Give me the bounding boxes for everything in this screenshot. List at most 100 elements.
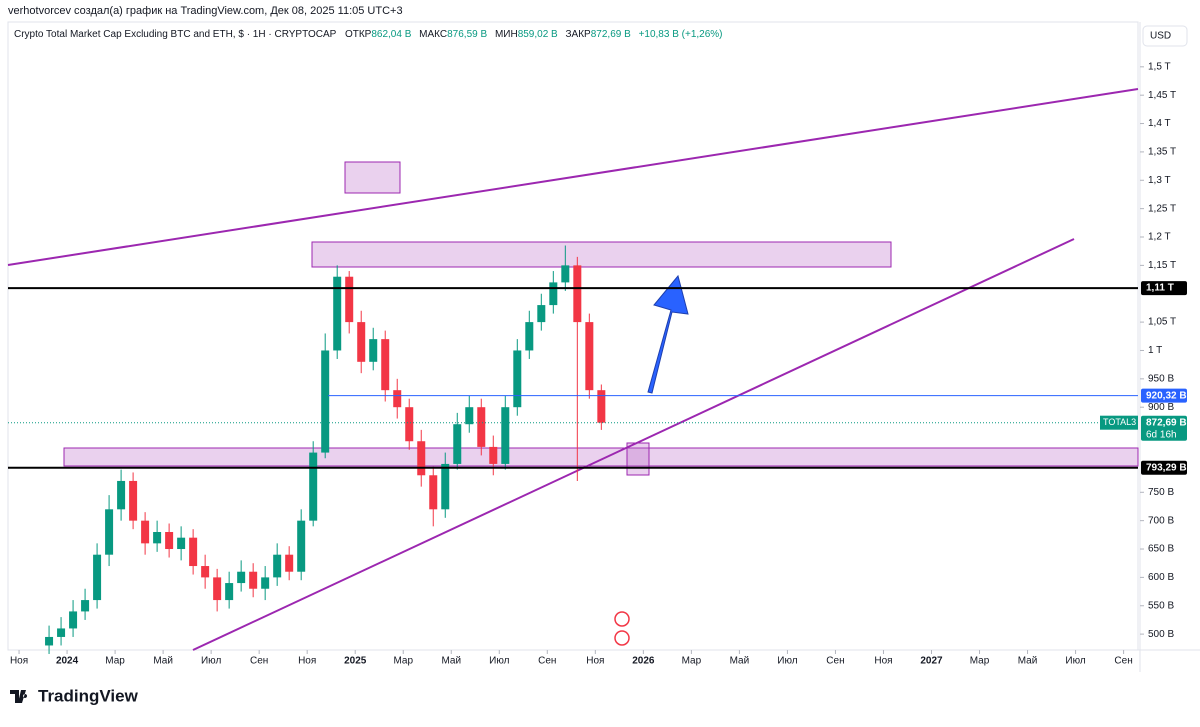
candle-body [309,452,318,521]
x-tick-label: Мар [682,656,702,667]
currency-label[interactable]: USD [1150,31,1171,42]
legend-change: +10,83 B (+1,26%) [639,29,723,40]
x-tick-label: 2027 [920,656,943,667]
candle-body [477,407,486,447]
candle-body [453,424,462,464]
candle-body [597,390,606,423]
x-tick-label: Июл [201,656,221,667]
candle-body [585,322,594,391]
candle-body [237,571,246,584]
x-tick-label: 2026 [632,656,655,667]
y-tick-label: 1,45 T [1148,90,1176,101]
candle-body [357,322,366,362]
trend-line [7,88,1139,266]
candle-body [381,339,390,391]
x-tick-label: Май [1018,656,1038,667]
y-tick-label: 1,35 T [1148,147,1176,158]
y-tick-label: 1,25 T [1148,203,1176,214]
x-tick-label: Мар [105,656,125,667]
x-tick-label: Ноя [586,656,604,667]
x-tick-label: Ноя [10,656,28,667]
countdown-label: 6d 16h [1146,429,1177,440]
legend-symbol: Crypto Total Market Cap Excluding BTC an… [14,29,337,40]
candle-body [465,407,474,425]
candle-body [369,339,378,362]
legend-value: 876,59 B [447,29,487,40]
y-tick-label: 650 B [1148,544,1174,555]
candle-body [321,350,330,453]
legend-value: 862,04 B [371,29,411,40]
x-tick-label: Июл [489,656,509,667]
candle-body [93,554,102,601]
event-icon[interactable] [614,630,630,646]
candle-body [561,265,570,283]
candle-body [537,305,546,323]
y-tick-label: 950 B [1148,373,1174,384]
author-line: verhotvorcev создал(а) график на Trading… [8,5,403,17]
x-tick-label: 2025 [344,656,367,667]
candle-body [501,407,510,464]
legend-label: ОТКР [345,29,372,40]
x-tick-label: Ноя [874,656,892,667]
candle-body [189,537,198,567]
candle-body [489,446,498,464]
candle-body [549,282,558,306]
trend-line [192,238,1075,651]
logo: TradingView [10,686,139,705]
x-tick-label: Сен [250,656,268,667]
candle-body [57,628,66,637]
symbol-box [1100,415,1138,430]
candle-body [333,276,342,351]
zone [626,442,650,476]
candle-body [201,566,210,578]
y-tick-label: 900 B [1148,402,1174,413]
level-label: 793,29 B [1146,462,1187,473]
x-tick-label: Ноя [298,656,316,667]
legend-label: ЗАКР [566,29,592,40]
legend-label: МИН [495,29,518,40]
logo-text: TradingView [38,686,139,705]
y-tick-label: 1 T [1148,345,1162,356]
y-tick-label: 500 B [1148,629,1174,640]
level-label-box [1141,460,1187,475]
x-tick-label: Май [730,656,750,667]
x-tick-label: Сен [826,656,844,667]
candle-body [285,554,294,572]
y-tick-label: 600 B [1148,572,1174,583]
level-label: 920,32 B [1146,390,1187,401]
candle-body [45,636,54,646]
currency-button[interactable] [1142,25,1188,47]
candle-body [249,571,258,589]
x-tick-label: Май [153,656,173,667]
y-tick-label: 1,3 T [1148,175,1171,186]
candle-body [177,537,186,550]
legend-value: 859,02 B [518,29,558,40]
y-tick-label: 1,4 T [1148,118,1171,129]
candle-body [429,475,438,510]
arrow [647,274,689,394]
x-tick-label: Июл [1065,656,1085,667]
candle-body [273,554,282,578]
candle-body [141,520,150,544]
candle-body [153,532,162,544]
candle-body [573,265,582,323]
y-tick-label: 1,15 T [1148,260,1176,271]
zone [311,241,892,268]
x-tick-label: Мар [970,656,990,667]
last-price-box [1141,415,1187,441]
candle-body [261,577,270,589]
legend: Crypto Total Market Cap Excluding BTC an… [14,29,723,40]
x-tick-label: Июл [777,656,797,667]
candle-body [513,350,522,408]
candle-body [345,276,354,323]
event-icon[interactable] [614,611,630,627]
candle-body [393,390,402,408]
x-tick-label: Май [441,656,461,667]
candle-body [105,509,114,555]
zone [344,161,401,194]
level-label: 1,11 T [1146,283,1174,294]
symbol-label: TOTAL3 [1103,417,1136,427]
candle-body [405,407,414,442]
candle-body [117,480,126,510]
